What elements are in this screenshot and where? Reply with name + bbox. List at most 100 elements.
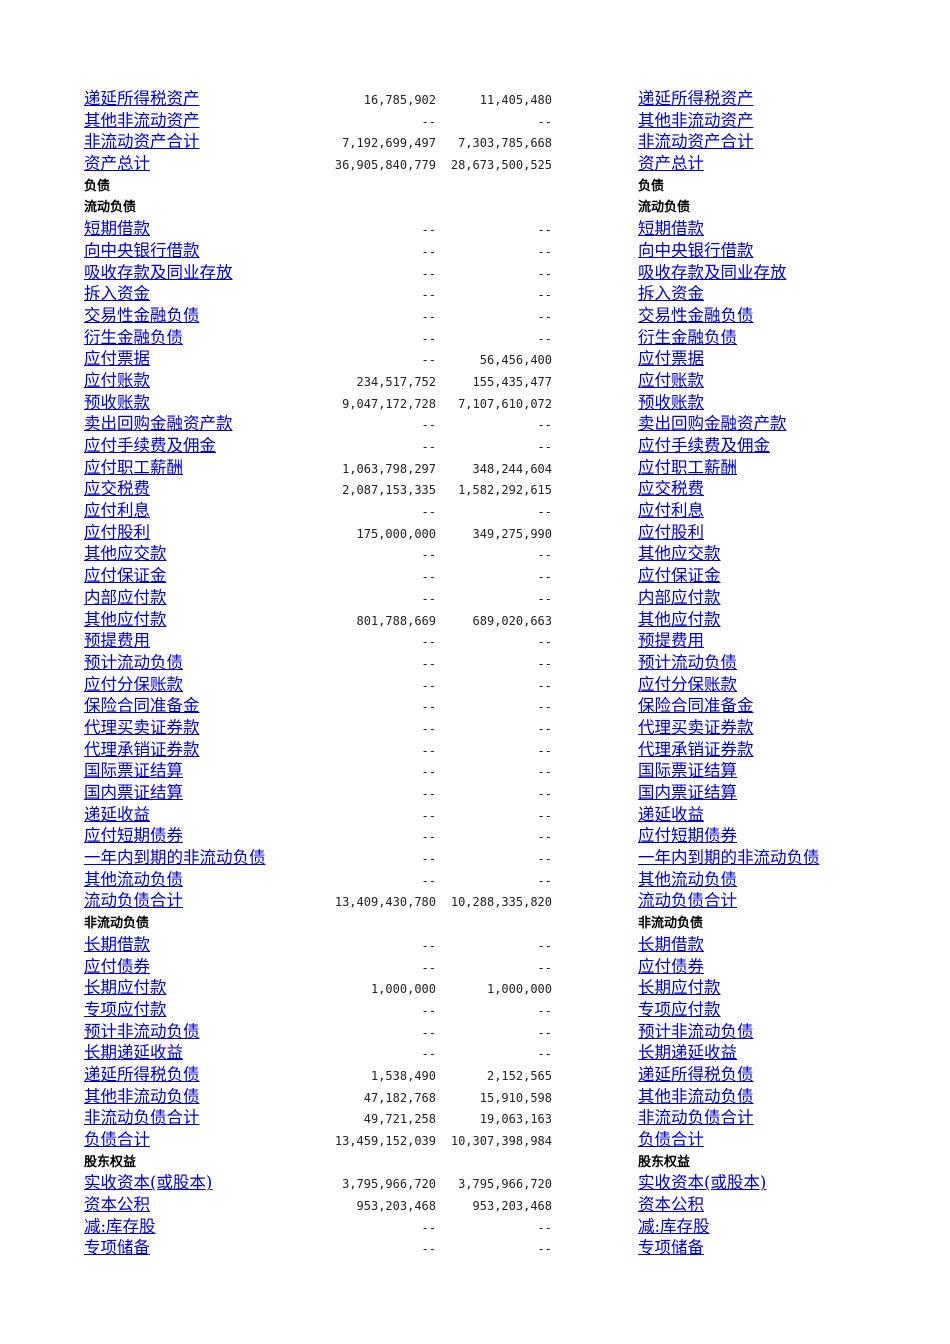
item-label-link-right[interactable]: 应付账款 xyxy=(638,370,704,390)
item-label-link-right[interactable]: 保险合同准备金 xyxy=(638,696,754,716)
item-label-link-right[interactable]: 拆入资金 xyxy=(638,284,704,304)
item-label-link-right[interactable]: 应付股利 xyxy=(638,522,704,542)
item-label-link[interactable]: 预提费用 xyxy=(84,631,150,651)
item-label-link[interactable]: 应付债券 xyxy=(84,956,150,976)
item-label-link[interactable]: 应付手续费及佣金 xyxy=(84,436,216,455)
item-label-link[interactable]: 应付短期债券 xyxy=(84,826,183,846)
item-label-link[interactable]: 其他非流动资产 xyxy=(84,110,200,130)
item-label-link-right[interactable]: 交易性金融负债 xyxy=(638,305,754,325)
item-label-link-right[interactable]: 预收账款 xyxy=(638,392,704,412)
item-label-link[interactable]: 应付股利 xyxy=(84,522,150,542)
item-label-link-right[interactable]: 应付手续费及佣金 xyxy=(638,436,770,455)
item-label-link[interactable]: 专项应付款 xyxy=(84,999,167,1019)
item-label-link-right[interactable]: 衍生金融负债 xyxy=(638,327,737,347)
item-label-link[interactable]: 拆入资金 xyxy=(84,284,150,304)
item-label-link[interactable]: 流动负债合计 xyxy=(84,891,183,911)
item-label-link[interactable]: 其他非流动负债 xyxy=(84,1086,200,1106)
item-label-link[interactable]: 应交税费 xyxy=(84,479,150,499)
item-label-link-right[interactable]: 其他非流动负债 xyxy=(638,1086,754,1106)
item-label-link-right[interactable]: 非流动负债合计 xyxy=(638,1108,754,1128)
item-label-link[interactable]: 应付保证金 xyxy=(84,566,167,586)
item-label-link-right[interactable]: 流动负债合计 xyxy=(638,891,737,911)
item-label-link[interactable]: 应付利息 xyxy=(84,501,150,521)
item-label-link[interactable]: 减:库存股 xyxy=(84,1216,156,1236)
item-label-link-right[interactable]: 其他应付款 xyxy=(638,609,721,629)
item-label-link-right[interactable]: 专项储备 xyxy=(638,1238,704,1258)
item-label-link[interactable]: 交易性金融负债 xyxy=(84,305,200,325)
item-label-link[interactable]: 保险合同准备金 xyxy=(84,696,200,716)
item-label-link-right[interactable]: 其他应交款 xyxy=(638,544,721,564)
item-label-link[interactable]: 向中央银行借款 xyxy=(84,240,200,260)
item-label-link[interactable]: 预计非流动负债 xyxy=(84,1021,200,1041)
item-label-link-right[interactable]: 应付分保账款 xyxy=(638,674,737,694)
item-label-link-right[interactable]: 应付短期债券 xyxy=(638,826,737,846)
item-label-link-right[interactable]: 国内票证结算 xyxy=(638,783,737,802)
item-label-link[interactable]: 长期借款 xyxy=(84,934,150,954)
item-label-link[interactable]: 非流动资产合计 xyxy=(84,132,200,152)
item-label-link[interactable]: 长期应付款 xyxy=(84,978,167,998)
item-label-link-right[interactable]: 资产总计 xyxy=(638,154,704,174)
item-label-link[interactable]: 其他流动负债 xyxy=(84,869,183,889)
item-label-link-right[interactable]: 应付票据 xyxy=(638,349,704,369)
item-label-link-right[interactable]: 短期借款 xyxy=(638,219,704,239)
item-label-link[interactable]: 应付分保账款 xyxy=(84,674,183,694)
item-label-link[interactable]: 国际票证结算 xyxy=(84,761,183,781)
item-label-link-right[interactable]: 专项应付款 xyxy=(638,999,721,1019)
item-label-link[interactable]: 应付票据 xyxy=(84,349,150,369)
item-label-link-right[interactable]: 应付保证金 xyxy=(638,566,721,586)
item-label-link[interactable]: 其他应交款 xyxy=(84,544,167,564)
item-label-link[interactable]: 衍生金融负债 xyxy=(84,327,183,347)
item-label-link-right[interactable]: 代理承销证券款 xyxy=(638,739,754,759)
item-label-link[interactable]: 应付职工薪酬 xyxy=(84,457,183,477)
item-label-link-right[interactable]: 资本公积 xyxy=(638,1195,704,1215)
item-label-link-right[interactable]: 长期递延收益 xyxy=(638,1043,737,1063)
item-label-link[interactable]: 应付账款 xyxy=(84,370,150,390)
item-label-link[interactable]: 内部应付款 xyxy=(84,587,167,607)
item-label-link[interactable]: 卖出回购金融资产款 xyxy=(84,414,233,434)
item-label-link[interactable]: 递延所得税负债 xyxy=(84,1064,200,1084)
item-label-link[interactable]: 实收资本(或股本) xyxy=(84,1173,213,1193)
item-label-link-right[interactable]: 应交税费 xyxy=(638,479,704,499)
item-label-link[interactable]: 代理买卖证券款 xyxy=(84,717,200,737)
item-label-link-right[interactable]: 长期应付款 xyxy=(638,978,721,998)
item-label-link-right[interactable]: 代理买卖证券款 xyxy=(638,717,754,737)
item-label-link-right[interactable]: 吸收存款及同业存放 xyxy=(638,262,787,282)
item-label-link[interactable]: 递延所得税资产 xyxy=(84,89,200,108)
item-label-link[interactable]: 负债合计 xyxy=(84,1130,150,1149)
item-label-link-right[interactable]: 应付利息 xyxy=(638,501,704,521)
item-label-link[interactable]: 非流动负债合计 xyxy=(84,1108,200,1128)
item-label-link-right[interactable]: 递延所得税负债 xyxy=(638,1064,754,1084)
item-label-link-right[interactable]: 预计非流动负债 xyxy=(638,1021,754,1041)
item-label-link-right[interactable]: 长期借款 xyxy=(638,934,704,954)
item-label-link-right[interactable]: 非流动资产合计 xyxy=(638,132,754,152)
item-label-link-right[interactable]: 应付职工薪酬 xyxy=(638,457,737,477)
item-label-link[interactable]: 专项储备 xyxy=(84,1238,150,1258)
item-label-link-right[interactable]: 其他流动负债 xyxy=(638,869,737,889)
item-label-link[interactable]: 代理承销证券款 xyxy=(84,739,200,759)
item-label-link[interactable]: 一年内到期的非流动负债 xyxy=(84,848,266,868)
item-label-link-right[interactable]: 内部应付款 xyxy=(638,587,721,607)
item-label-link[interactable]: 资产总计 xyxy=(84,154,150,174)
item-label-link-right[interactable]: 递延收益 xyxy=(638,804,704,824)
item-label-link[interactable]: 国内票证结算 xyxy=(84,783,183,802)
item-label-link[interactable]: 其他应付款 xyxy=(84,609,167,629)
item-label-link-right[interactable]: 减:库存股 xyxy=(638,1216,710,1236)
item-label-link[interactable]: 长期递延收益 xyxy=(84,1043,183,1063)
item-label-link[interactable]: 短期借款 xyxy=(84,219,150,239)
item-label-link-right[interactable]: 卖出回购金融资产款 xyxy=(638,414,787,434)
item-label-link-right[interactable]: 国际票证结算 xyxy=(638,761,737,781)
item-label-link-right[interactable]: 一年内到期的非流动负债 xyxy=(638,848,820,868)
item-label-link[interactable]: 预计流动负债 xyxy=(84,652,183,672)
item-label-link[interactable]: 吸收存款及同业存放 xyxy=(84,262,233,282)
item-label-link-right[interactable]: 应付债券 xyxy=(638,956,704,976)
item-label-link-right[interactable]: 其他非流动资产 xyxy=(638,110,754,130)
item-label-link-right[interactable]: 负债合计 xyxy=(638,1130,704,1149)
item-label-link-right[interactable]: 实收资本(或股本) xyxy=(638,1173,767,1193)
item-label-link-right[interactable]: 递延所得税资产 xyxy=(638,89,754,108)
item-label-link-right[interactable]: 向中央银行借款 xyxy=(638,240,754,260)
item-label-link-right[interactable]: 预提费用 xyxy=(638,631,704,651)
item-label-link[interactable]: 预收账款 xyxy=(84,392,150,412)
item-label-link[interactable]: 资本公积 xyxy=(84,1195,150,1215)
item-label-link-right[interactable]: 预计流动负债 xyxy=(638,652,737,672)
item-label-link[interactable]: 递延收益 xyxy=(84,804,150,824)
